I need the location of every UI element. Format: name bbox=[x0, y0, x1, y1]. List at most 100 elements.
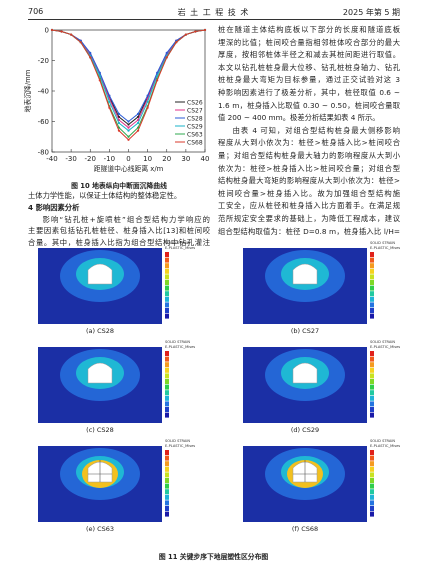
point bbox=[117, 118, 121, 122]
legend-swatch bbox=[165, 373, 169, 379]
legend-swatch bbox=[165, 494, 169, 500]
point bbox=[117, 115, 121, 119]
legend-swatch bbox=[370, 500, 374, 506]
legend-swatch bbox=[370, 407, 374, 412]
point bbox=[156, 79, 159, 82]
x-tick-label: -20 bbox=[85, 155, 96, 163]
legend-swatch bbox=[165, 356, 169, 362]
legend-swatch bbox=[370, 280, 374, 285]
legend-swatch bbox=[165, 500, 169, 506]
legend-title: E-PLASTIC_Mises bbox=[370, 444, 400, 448]
panel-label: (b) CS27 bbox=[291, 327, 319, 335]
legend-swatch bbox=[165, 291, 169, 297]
legend-swatch bbox=[165, 506, 169, 511]
legend-title: E-PLASTIC_Mises bbox=[370, 345, 400, 349]
page-number: 706 bbox=[28, 7, 44, 16]
point bbox=[89, 51, 92, 54]
tunnel bbox=[292, 263, 318, 285]
text-line: 组合型结构取值为：桩径 D=0.8 m，桩身插入比 l/H= bbox=[218, 226, 400, 236]
legend-label: CS29 bbox=[187, 123, 203, 130]
legend-swatch bbox=[370, 367, 374, 373]
legend-swatch bbox=[370, 263, 374, 269]
legend-swatch bbox=[370, 455, 374, 461]
legend-swatch bbox=[370, 296, 374, 302]
legend-title: E-PLASTIC_Mises bbox=[165, 444, 195, 448]
legend-swatch bbox=[165, 285, 169, 291]
series-line bbox=[51, 29, 206, 132]
legend-swatch bbox=[370, 489, 374, 495]
legend-swatch bbox=[370, 401, 374, 407]
y-tick-label: 0 bbox=[45, 27, 49, 35]
point bbox=[79, 41, 82, 44]
x-tick-label: 20 bbox=[162, 155, 171, 163]
text-line: 主要因素包括钻孔桩桩径、桩身插入比[13]和桩间咬 bbox=[28, 226, 210, 236]
text-line: 依次为：桩径>桩身插入比>桩间咬合量；对组合型 bbox=[218, 163, 400, 173]
point bbox=[175, 41, 178, 44]
text-line: 影响“钻孔桩+旋喷桩”组合型结构力学响应的 bbox=[42, 214, 210, 224]
point bbox=[146, 106, 149, 109]
issue: 2025 年第 5 期 bbox=[342, 8, 400, 17]
point bbox=[127, 129, 130, 132]
x-tick-label: -10 bbox=[104, 155, 115, 163]
point bbox=[127, 120, 130, 123]
legend-title: SOLID STRAIN bbox=[370, 439, 395, 443]
legend-swatch bbox=[165, 511, 169, 517]
legend-swatch bbox=[165, 483, 169, 489]
point bbox=[117, 129, 121, 132]
header-rule bbox=[28, 19, 400, 20]
legend-swatch bbox=[165, 313, 169, 319]
legend-swatch bbox=[370, 384, 374, 390]
text-line: 桩桩身最大弯矩为目标参量，通过正交试验对这 3 bbox=[218, 75, 400, 85]
panel-label: (d) CS29 bbox=[291, 426, 319, 434]
point bbox=[117, 121, 121, 125]
point bbox=[98, 79, 101, 82]
x-tick-label: -30 bbox=[65, 155, 76, 163]
x-axis-label: 距隧道中心线距离 x/m bbox=[94, 164, 164, 173]
legend-swatch bbox=[165, 455, 169, 461]
text-line: 量；对组合型结构桩身最大轴力的影响程度从大到小 bbox=[218, 151, 400, 160]
legend-swatch bbox=[165, 390, 169, 396]
point bbox=[108, 106, 111, 109]
text-line: 结构桩身最大弯矩的影响程度从大到小依次为：桩径> bbox=[218, 176, 400, 186]
legend-swatch bbox=[370, 461, 374, 467]
legend-swatch bbox=[165, 379, 169, 384]
legend-label: CS28 bbox=[187, 115, 203, 122]
legend-title: E-PLASTIC_Mises bbox=[165, 246, 195, 250]
legend-swatch bbox=[370, 494, 374, 500]
section-heading: 4 影响因素分析 bbox=[28, 202, 80, 212]
legend-swatch bbox=[165, 412, 169, 418]
x-tick-label: 40 bbox=[201, 155, 210, 163]
legend-swatch bbox=[165, 367, 169, 373]
legend-swatch bbox=[165, 280, 169, 285]
legend-swatch bbox=[165, 351, 169, 356]
legend-swatch bbox=[370, 478, 374, 483]
tunnel bbox=[292, 362, 318, 384]
text-line: 种影响因素进行了极差分析，其中，桩径取值 0.6 ~ bbox=[218, 88, 400, 97]
text-line: 由表 4 可知，对组合型结构桩身最大侧移影响 bbox=[232, 125, 400, 135]
point bbox=[184, 33, 187, 36]
x-tick-label: 10 bbox=[143, 155, 152, 163]
legend-swatch bbox=[370, 268, 374, 274]
legend-swatch bbox=[370, 257, 374, 263]
legend-swatch bbox=[165, 302, 169, 308]
legend-title: SOLID STRAIN bbox=[370, 340, 395, 344]
text-line: 范所规定安全要求的基础上，为降低工程成本，建议 bbox=[218, 214, 400, 223]
legend-swatch bbox=[165, 401, 169, 407]
tunnel bbox=[87, 362, 113, 384]
point bbox=[136, 129, 140, 132]
legend-title: SOLID STRAIN bbox=[165, 340, 190, 344]
point bbox=[127, 123, 130, 126]
point bbox=[165, 51, 168, 54]
text-line: 埋深的比值；桩间咬合量指相邻桩体咬合部分的最大 bbox=[218, 37, 400, 47]
legend-swatch bbox=[370, 356, 374, 362]
point bbox=[127, 135, 130, 138]
point bbox=[98, 74, 101, 77]
legend-swatch bbox=[370, 390, 374, 396]
legend-swatch bbox=[165, 296, 169, 302]
series-line bbox=[51, 29, 206, 123]
